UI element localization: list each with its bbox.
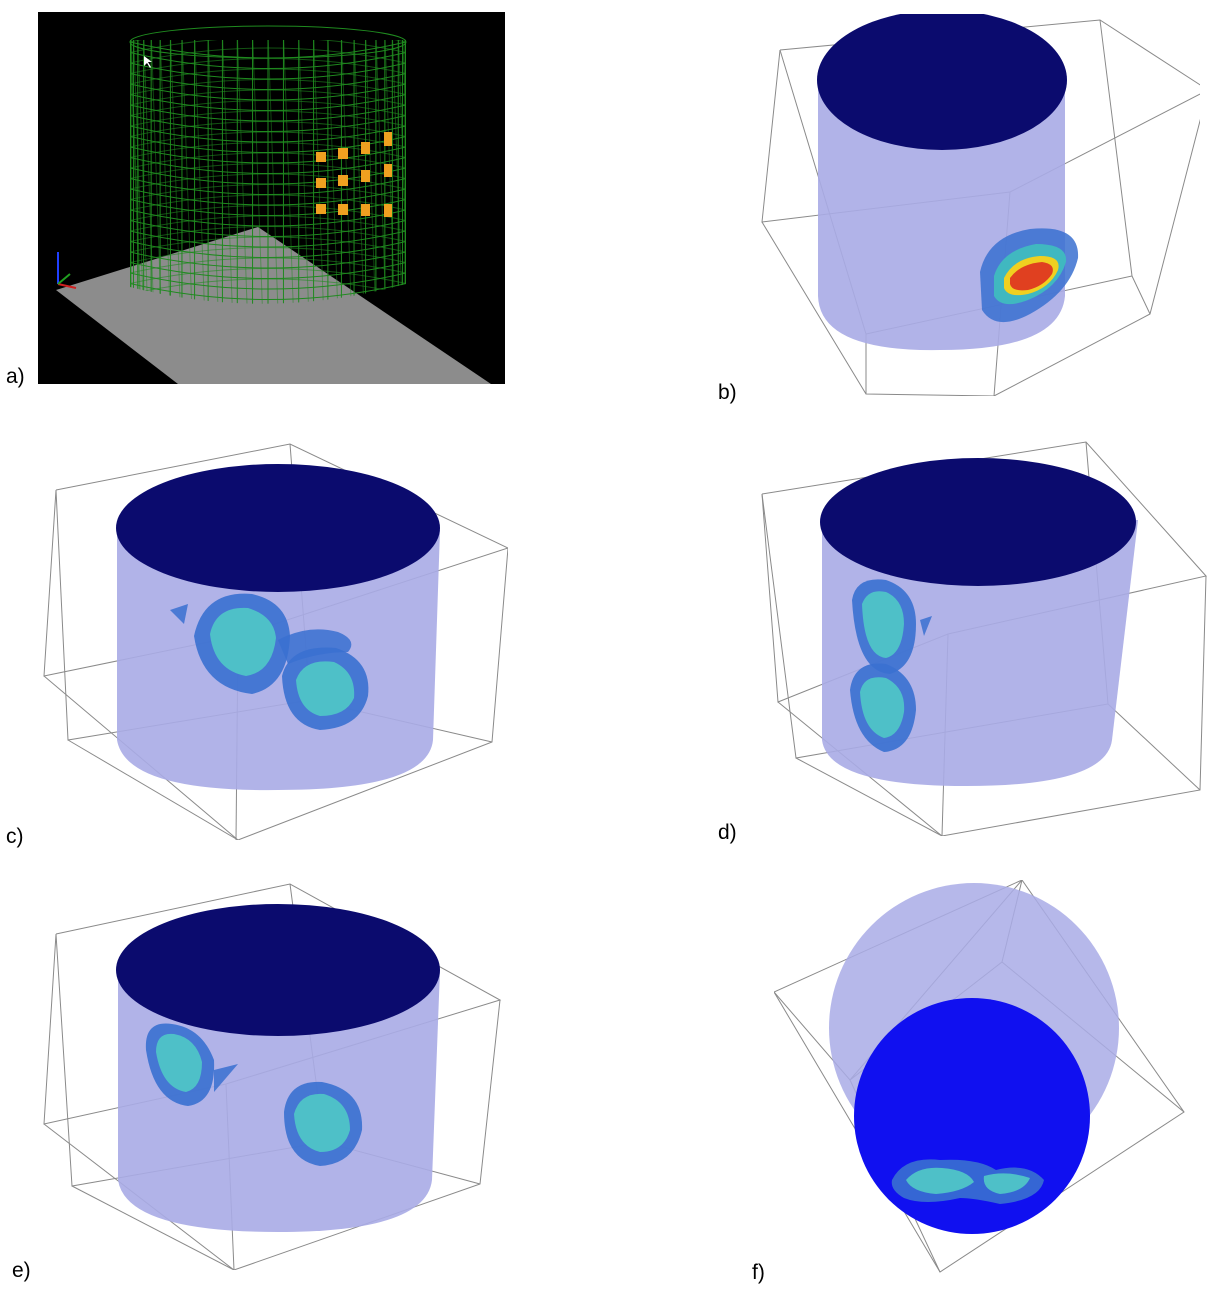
tank-top [116, 464, 440, 592]
inclusion-fragment [214, 1064, 238, 1092]
tank-reconstruction-e [43, 883, 502, 1270]
electrode [316, 178, 326, 188]
tank-top [820, 458, 1136, 586]
inclusion-lower [850, 663, 916, 752]
electrode-array [316, 132, 392, 217]
inclusion-upper [852, 579, 916, 674]
panel-label-c: c) [6, 825, 24, 848]
axes-gizmo [57, 252, 77, 289]
mouse-cursor-icon [144, 56, 152, 68]
electrode [338, 175, 348, 186]
electrode [361, 170, 370, 182]
electrode [316, 152, 326, 162]
panel-c [38, 440, 508, 840]
cylinder-top-rim [129, 25, 407, 59]
inclusion-right [282, 647, 369, 730]
panel-f [774, 880, 1200, 1280]
tank-reconstruction-d [761, 441, 1207, 836]
electrode [361, 142, 370, 154]
inclusion-left [194, 593, 290, 694]
panel-d [756, 440, 1208, 836]
panel-e [38, 880, 508, 1270]
electrode [384, 204, 392, 217]
inclusion-hotspot [980, 228, 1079, 323]
electrode [338, 204, 348, 215]
panel-label-f: f) [752, 1261, 765, 1284]
electrode [316, 204, 326, 214]
panel-label-d: d) [718, 821, 737, 844]
electrode [338, 148, 348, 159]
electrode [361, 204, 370, 216]
cylinder-mesh [130, 40, 406, 304]
panel-b [740, 14, 1200, 396]
panel-label-b: b) [718, 381, 737, 404]
inclusion-fragment [920, 616, 932, 636]
tank-body [118, 970, 440, 1232]
inclusion-right [284, 1081, 363, 1166]
inclusion-fragment [170, 604, 188, 624]
panel-a [38, 12, 505, 384]
electrode [384, 132, 392, 146]
electrode [384, 164, 392, 177]
wireframe-mesh-render [38, 12, 505, 384]
inclusion-bottom [891, 1159, 1044, 1204]
inclusion-left [145, 1023, 215, 1106]
tank-top [817, 14, 1067, 150]
tank-top [116, 904, 440, 1036]
tank-reconstruction-c [43, 443, 508, 840]
panel-label-a: a) [6, 365, 25, 388]
tank-reconstruction-b [761, 14, 1200, 396]
panel-label-e: e) [12, 1259, 31, 1282]
tank-reconstruction-f [774, 880, 1185, 1273]
